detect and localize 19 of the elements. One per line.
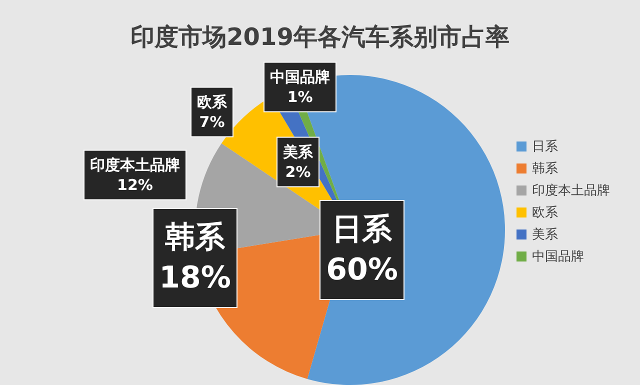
data-label: 7% <box>199 113 225 132</box>
legend-label: 中国品牌 <box>532 250 584 264</box>
legend-label: 韩系 <box>532 162 558 176</box>
slice-label: 欧系 <box>197 92 228 111</box>
data-label: 18% <box>159 260 231 296</box>
slice-label: 印度本土品牌 <box>90 156 180 174</box>
slice-label: 美系 <box>282 142 314 161</box>
chart-title: 印度市场2019年各汽车系别市占率 <box>130 23 510 51</box>
data-label: 12% <box>117 176 153 194</box>
legend-label: 美系 <box>532 226 558 242</box>
slice-label: 韩系 <box>164 220 226 255</box>
slice-label: 日系 <box>332 212 393 247</box>
data-label: 2% <box>285 163 311 182</box>
data-label: 1% <box>287 88 313 106</box>
legend-label: 日系 <box>532 140 558 154</box>
slice-label: 中国品牌 <box>270 68 330 86</box>
data-label: 60% <box>326 252 398 288</box>
legend-label: 印度本土品牌 <box>532 182 610 198</box>
legend-label: 欧系 <box>532 206 558 220</box>
